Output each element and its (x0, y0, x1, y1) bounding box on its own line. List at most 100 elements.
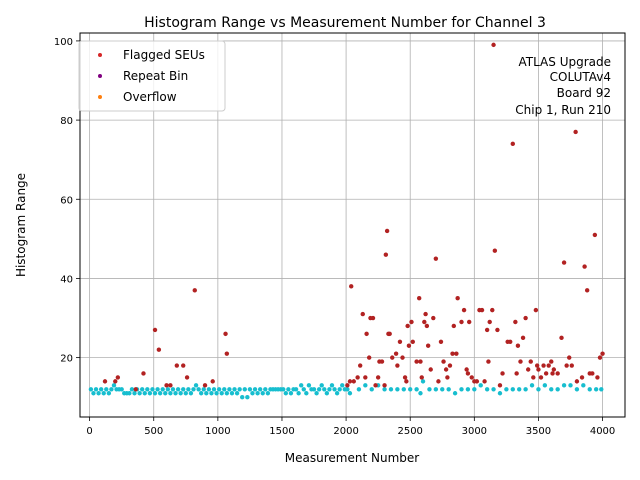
data-point-normal (155, 387, 160, 392)
data-point-flagged-seus (590, 371, 595, 376)
legend-marker-overflow (98, 95, 102, 99)
data-point-normal (555, 387, 560, 392)
data-point-normal (327, 387, 332, 392)
data-point-normal (139, 387, 145, 392)
data-point-normal (549, 387, 554, 392)
data-point-normal (356, 387, 362, 392)
data-point-flagged-seus (579, 375, 585, 380)
data-point-normal (119, 387, 124, 392)
annotation-line-4: Chip 1, Run 210 (515, 103, 611, 117)
data-point-flagged-seus (416, 296, 422, 301)
data-point-normal (345, 387, 350, 392)
data-point-normal (191, 387, 196, 392)
data-point-normal (491, 387, 496, 392)
data-point-flagged-seus (541, 363, 546, 368)
data-point-flagged-seus (486, 359, 491, 364)
data-point-flagged-seus (360, 311, 365, 317)
data-point-flagged-seus (419, 375, 424, 380)
data-point-normal (510, 387, 515, 392)
data-point-normal (234, 391, 240, 396)
data-point-normal (173, 391, 178, 396)
data-point-normal (459, 387, 464, 392)
run-annotation: ATLAS Upgrade COLUTAv4 Board 92 Chip 1, … (515, 55, 611, 117)
data-point-flagged-seus (479, 307, 485, 313)
y-tick-label: 20 (60, 354, 73, 365)
legend-label-repeat-bin: Repeat Bin (123, 69, 188, 83)
data-point-normal (304, 391, 309, 396)
annotation-line-1: ATLAS Upgrade (518, 55, 611, 69)
data-point-normal (574, 387, 580, 392)
data-point-normal (93, 387, 99, 392)
data-point-normal (109, 387, 114, 392)
legend: Flagged SEUs Repeat Bin Overflow (78, 40, 226, 112)
x-tick-label: 0 (86, 426, 92, 437)
data-point-normal (209, 391, 214, 396)
data-point-normal (283, 391, 289, 396)
data-point-flagged-seus (455, 296, 460, 301)
data-point-flagged-seus (491, 42, 496, 48)
data-point-normal (150, 387, 155, 392)
data-point-normal (293, 387, 299, 392)
plot-frame (79, 32, 626, 418)
data-point-flagged-seus (515, 343, 521, 348)
data-point-flagged-seus (490, 307, 495, 313)
data-point-normal (137, 391, 142, 396)
y-tick-label: 100 (54, 37, 73, 48)
data-point-normal (324, 391, 330, 396)
x-tick-label: 1500 (269, 426, 294, 437)
data-point-flagged-seus (550, 371, 555, 376)
data-point-normal (440, 387, 445, 392)
legend-box (78, 40, 226, 112)
data-point-flagged-seus (555, 371, 560, 376)
data-point-normal (523, 387, 528, 392)
data-point-normal (88, 387, 94, 392)
data-point-normal (265, 391, 271, 396)
data-point-normal (263, 387, 268, 392)
data-point-normal (127, 391, 132, 396)
data-point-normal (529, 383, 535, 388)
data-point-normal (206, 387, 212, 392)
data-point-normal (286, 387, 291, 392)
data-point-normal (395, 387, 400, 392)
data-point-normal (363, 383, 368, 388)
data-point-flagged-seus (533, 307, 539, 313)
data-point-flagged-seus (461, 307, 467, 313)
data-point-flagged-seus (500, 371, 505, 376)
data-point-normal (250, 391, 255, 396)
data-point-normal (242, 387, 247, 392)
data-point-flagged-seus (164, 383, 169, 388)
data-point-normal (186, 387, 191, 392)
data-point-flagged-seus (561, 260, 567, 265)
data-point-flagged-seus (113, 379, 118, 384)
data-point-normal (204, 391, 209, 396)
data-point-normal (401, 387, 406, 392)
data-point-flagged-seus (549, 359, 554, 364)
data-point-normal (301, 387, 306, 392)
data-point-normal (497, 391, 503, 396)
data-point-normal (165, 387, 171, 392)
data-point-normal (504, 387, 509, 392)
data-point-normal (465, 387, 471, 392)
data-point-normal (452, 391, 458, 396)
data-point-normal (147, 391, 153, 396)
data-point-flagged-seus (370, 315, 376, 321)
data-point-flagged-seus (379, 359, 385, 364)
data-point-flagged-seus (184, 375, 190, 380)
data-point-flagged-seus (366, 355, 372, 360)
data-point-normal (257, 387, 263, 392)
data-point-normal (168, 391, 173, 396)
data-point-normal (427, 387, 432, 392)
data-point-flagged-seus (373, 383, 378, 388)
data-point-normal (414, 387, 419, 392)
data-point-normal (542, 383, 548, 388)
data-point-normal (240, 395, 245, 400)
data-point-normal (382, 387, 387, 392)
data-point-normal (418, 391, 423, 396)
data-point-normal (98, 387, 104, 392)
data-point-flagged-seus (569, 363, 574, 368)
data-point-flagged-seus (223, 331, 228, 337)
data-point-normal (484, 387, 490, 392)
data-point-flagged-seus (431, 315, 436, 321)
data-point-flagged-seus (375, 375, 381, 380)
